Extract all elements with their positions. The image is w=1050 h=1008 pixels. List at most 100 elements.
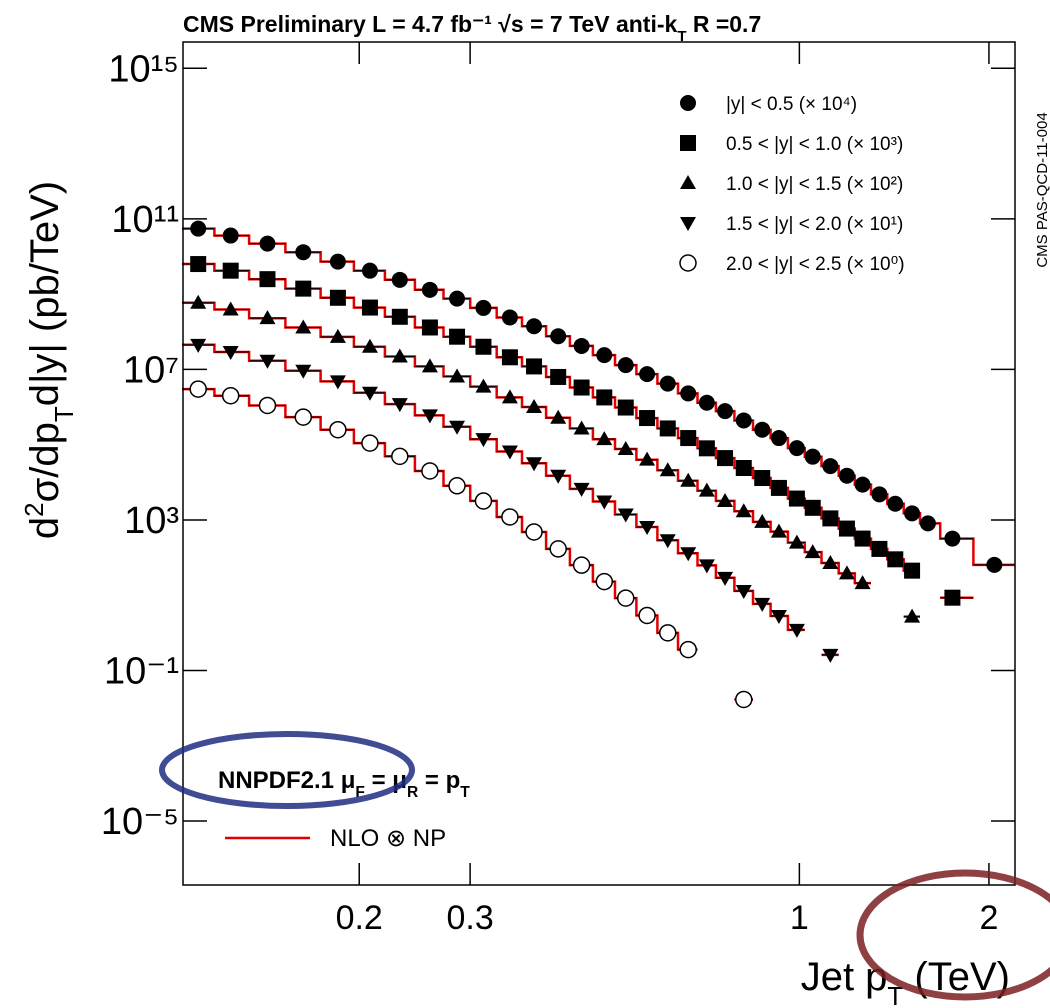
- data-point: [680, 547, 697, 562]
- x-tick-label: 1: [790, 899, 809, 937]
- data-point: [788, 623, 805, 638]
- data-point: [788, 440, 805, 457]
- data-point: [919, 515, 936, 532]
- theory-legend-label: NLO ⊗ NP: [330, 825, 446, 852]
- data-point: [329, 328, 346, 343]
- data-point: [421, 358, 438, 373]
- data-point: [475, 378, 492, 393]
- data-point: [804, 499, 821, 516]
- data-point: [788, 534, 805, 549]
- data-point: [871, 540, 888, 557]
- data-point: [788, 490, 805, 507]
- data-point: [770, 430, 787, 447]
- legend-marker: [680, 135, 696, 151]
- legend-label: 0.5 < |y| < 1.0 (× 10³): [726, 134, 903, 155]
- data-point: [573, 482, 590, 497]
- data-point: [735, 584, 752, 599]
- data-point: [770, 610, 787, 625]
- data-point: [986, 556, 1003, 573]
- data-point: [770, 523, 787, 538]
- data-point: [572, 556, 591, 574]
- text-part: T: [677, 28, 686, 45]
- data-point: [526, 318, 543, 335]
- data-point: [659, 534, 676, 549]
- data-point: [259, 235, 276, 252]
- data-point: [698, 440, 715, 457]
- data-point: [717, 492, 734, 507]
- legend-label: 1.5 < |y| < 2.0 (× 10¹): [726, 214, 903, 235]
- legend-marker: [680, 95, 696, 111]
- legend-label: |y| < 0.5 (× 10⁴): [726, 94, 857, 115]
- data-point: [854, 476, 871, 493]
- data-point: [596, 431, 613, 446]
- data-point: [822, 554, 839, 569]
- text-part: R =0.7: [686, 11, 761, 37]
- data-point: [680, 385, 697, 402]
- data-point: [329, 375, 346, 390]
- highlight-ellipse: [856, 869, 1050, 1001]
- legend-label: 1.0 < |y| < 1.5 (× 10²): [726, 174, 903, 195]
- data-point: [596, 347, 613, 364]
- data-point: [501, 309, 518, 326]
- y-tick-label: 10⁻¹: [104, 651, 179, 693]
- data-point: [550, 409, 567, 424]
- data-point: [222, 301, 239, 316]
- data-point: [822, 510, 839, 527]
- data-point: [295, 244, 312, 261]
- data-point: [616, 589, 635, 607]
- data-point: [329, 253, 346, 270]
- data-point: [475, 338, 492, 355]
- text-part: NNPDF2.1 μ: [218, 767, 355, 794]
- data-point: [501, 445, 518, 460]
- data-point: [329, 420, 347, 439]
- data-point: [449, 368, 466, 383]
- data-point: [259, 271, 276, 288]
- data-point: [754, 470, 771, 487]
- data-point: [295, 280, 312, 297]
- data-point: [680, 472, 697, 487]
- text-part: CMS Preliminary L = 4.7 fb⁻¹ √s = 7 TeV …: [183, 11, 678, 37]
- x-tick-label: 2: [979, 899, 998, 937]
- data-point: [391, 348, 408, 363]
- plot-area: 0.2 0.3 1 2 10¹⁵ 10¹¹ 10⁷ 10³ 10⁻¹ 10⁻⁵: [101, 42, 1016, 937]
- text-part: d|y| (pb/TeV): [23, 181, 67, 406]
- y-tick-label: 10¹¹: [111, 199, 179, 241]
- data-point: [329, 289, 346, 306]
- data-point: [421, 319, 438, 336]
- data-point: [617, 357, 634, 374]
- data-point: [804, 448, 821, 465]
- data-point: [639, 410, 656, 427]
- data-point: [190, 256, 207, 273]
- data-point: [887, 551, 904, 568]
- y-tick-label: 10⁻⁵: [101, 801, 179, 843]
- data-point: [448, 477, 466, 495]
- data-point: [770, 479, 787, 496]
- data-point: [698, 559, 715, 574]
- data-point: [295, 364, 312, 379]
- data-point: [838, 467, 855, 484]
- text-part: F: [355, 784, 365, 801]
- data-point: [526, 358, 543, 375]
- data-point: [475, 299, 492, 316]
- plot-frame: [182, 41, 1016, 886]
- data-point: [258, 396, 277, 415]
- data-point: [421, 409, 438, 424]
- data-point: [474, 492, 493, 510]
- text-part: R: [407, 784, 418, 801]
- data-point: [944, 589, 961, 606]
- legend: |y| < 0.5 (× 10⁴) 0.5 < |y| < 1.0 (× 10³)…: [679, 94, 905, 275]
- data-point: [735, 690, 753, 709]
- data-point: [871, 486, 888, 503]
- data-point: [717, 403, 734, 420]
- text-part: = p: [418, 767, 460, 794]
- data-point: [391, 447, 409, 466]
- data-point: [361, 299, 378, 316]
- data-point: [596, 495, 613, 510]
- data-point: [361, 262, 378, 279]
- data-point: [501, 508, 519, 526]
- data-point: [526, 457, 543, 472]
- data-point: [822, 648, 839, 663]
- data-point: [550, 368, 567, 385]
- legend-marker: [680, 175, 696, 189]
